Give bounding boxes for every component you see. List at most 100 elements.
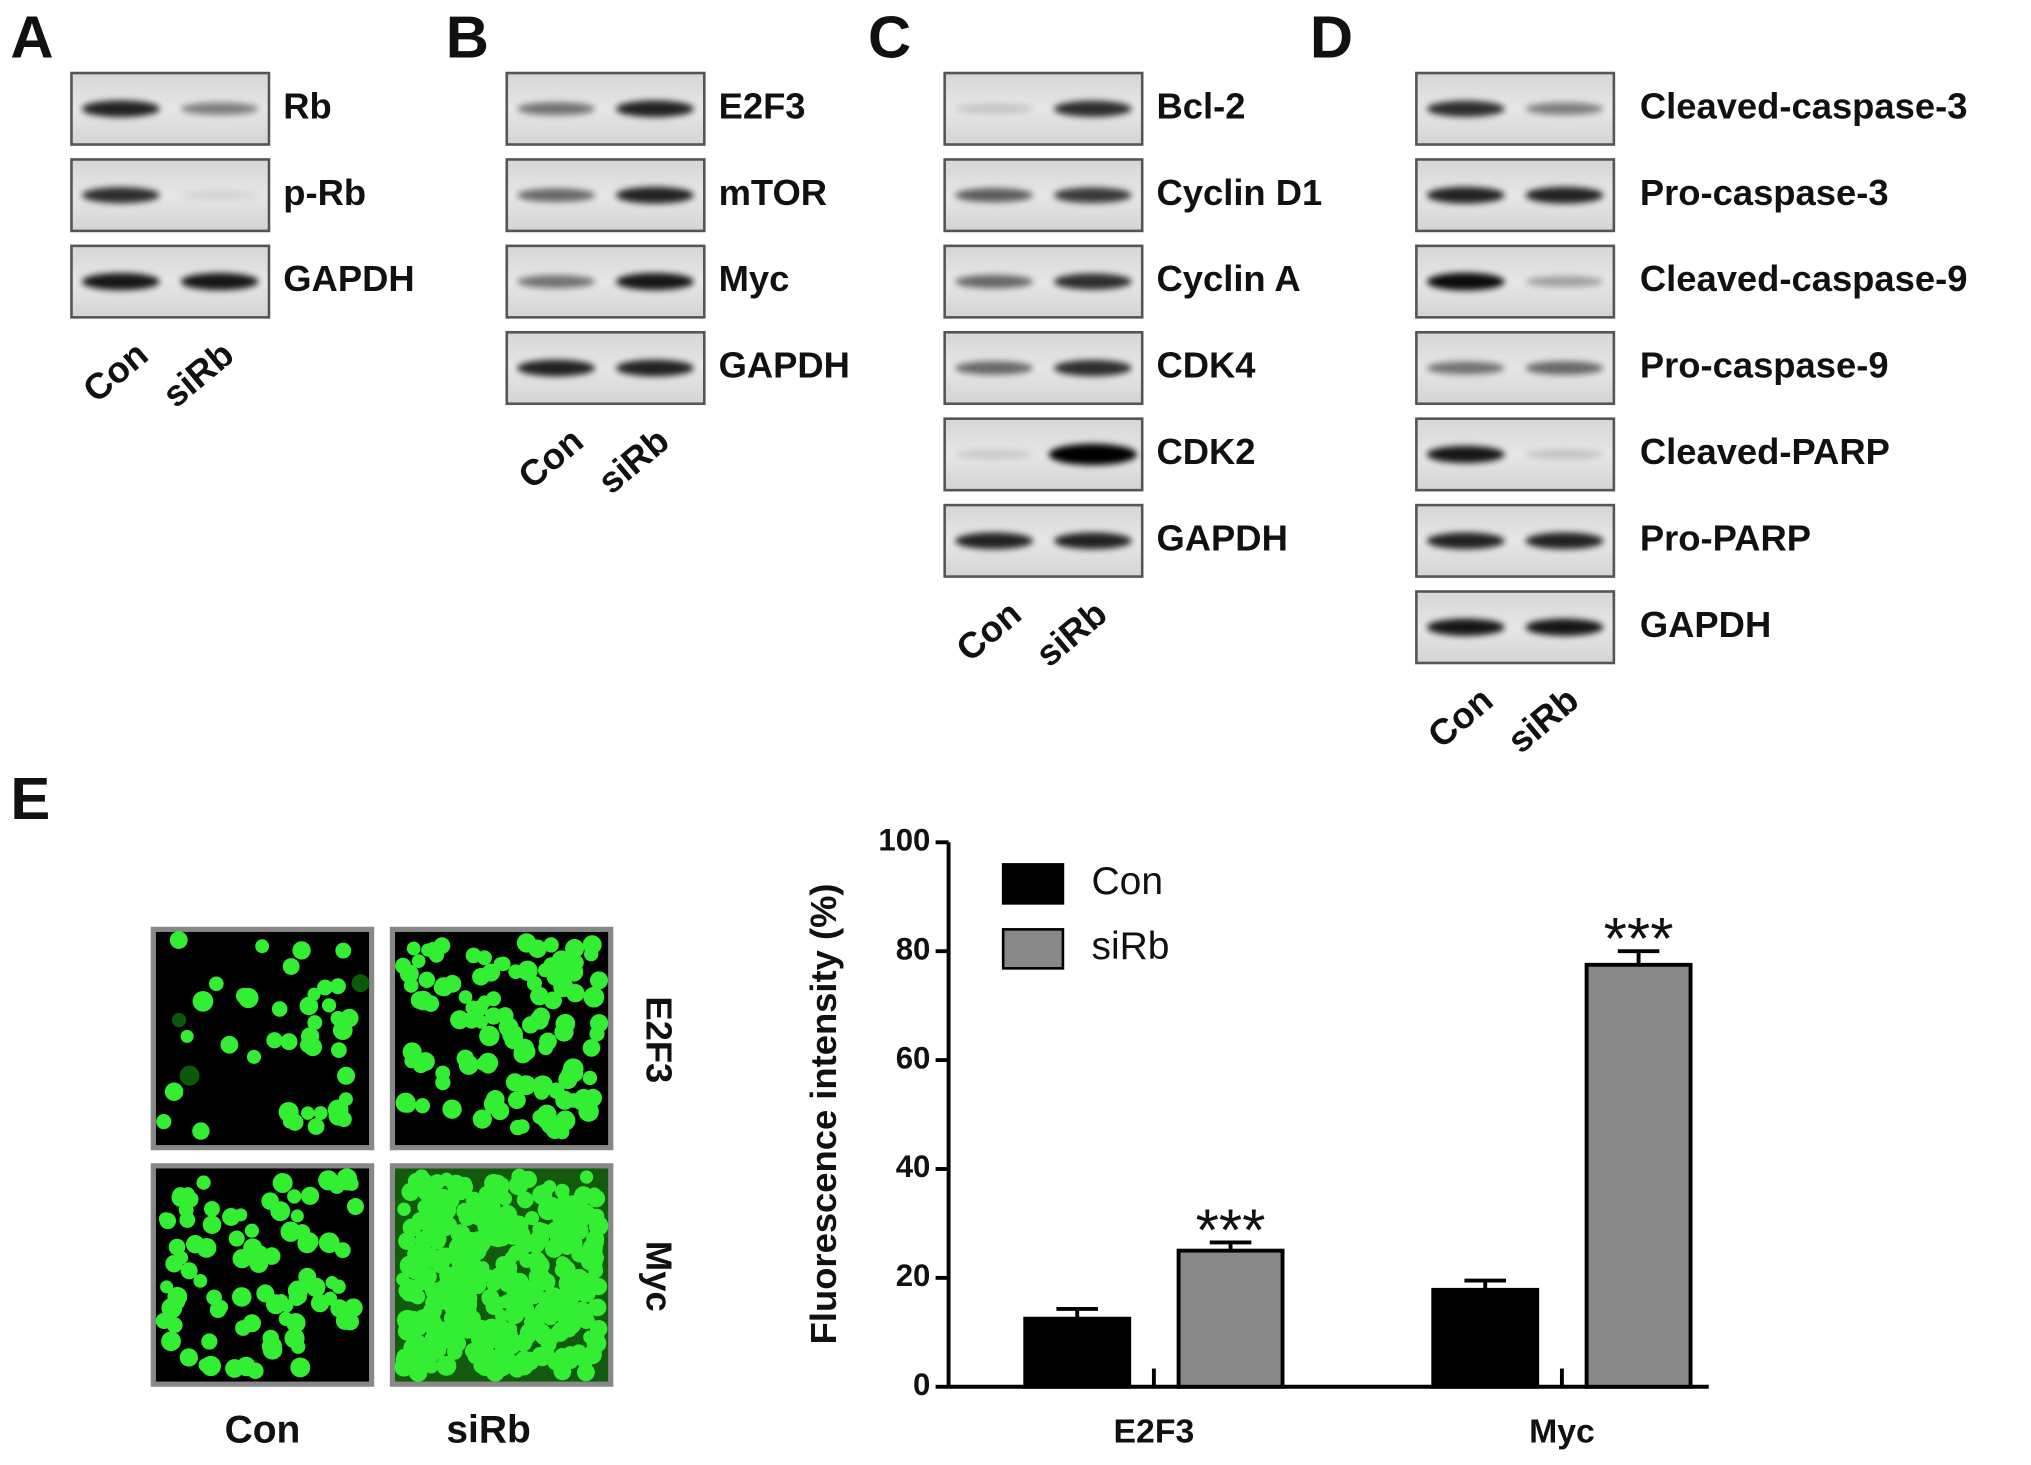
cell [261,1336,282,1357]
cell [540,1347,555,1361]
cell [544,1239,564,1258]
cell [244,1223,259,1238]
cell [514,1278,533,1297]
cell [255,939,270,954]
cell [402,1218,422,1237]
row-label: Pro-caspase-3 [1640,172,1889,213]
cell [506,1307,521,1322]
cell [164,1082,184,1101]
cell [523,1312,544,1333]
cell [299,996,319,1016]
cell [566,1234,581,1249]
cell [545,1197,560,1211]
cell [577,1312,595,1330]
cell [172,1187,189,1204]
bar [1023,1316,1132,1389]
cell [508,1175,529,1196]
cell [408,1363,428,1382]
cell [406,1310,423,1327]
blot-band [615,100,694,118]
row-label: GAPDH [719,345,850,386]
blot-band [180,102,259,116]
cell [270,1201,291,1222]
image-row-label: E2F3 [639,996,680,1083]
cell [516,1075,537,1096]
cell [171,1013,187,1028]
cell [410,991,429,1010]
cell [589,1319,608,1338]
cell [546,966,566,987]
bar [1584,962,1693,1389]
cell [403,978,419,993]
panel-label: A [10,4,53,71]
cell [472,1109,492,1129]
cell [528,939,547,958]
row-label: GAPDH [1640,604,1771,645]
cell [551,1206,572,1227]
panel-label: D [1310,4,1353,71]
cell [471,1000,488,1017]
cell [209,976,224,992]
cell [507,1336,523,1351]
cell [454,1177,474,1197]
cell [202,1215,222,1235]
cell [180,1029,194,1043]
cell [300,1027,320,1046]
y-tick-label: 60 [896,1040,931,1075]
cell [544,991,562,1010]
blot-band [517,275,596,289]
cell [290,1357,311,1378]
blot-band [1426,618,1505,636]
cell [433,979,451,996]
cell [236,1356,256,1377]
cell [476,1203,491,1218]
cell [577,1209,593,1226]
cell [470,1343,490,1363]
blot-band [1525,102,1604,116]
cell [300,1232,319,1251]
cell [287,1189,302,1204]
cell [458,1055,479,1075]
cell [554,1183,570,1199]
cell [290,1209,304,1223]
cell [327,1099,349,1121]
cell [543,937,559,953]
cell [429,1174,446,1191]
cell [231,1287,252,1307]
cell [266,1032,283,1049]
row-label: GAPDH [1156,517,1287,558]
bar [1176,1248,1285,1389]
cell [167,1286,188,1307]
cell [165,1255,183,1273]
cell [192,1122,210,1140]
cell [476,1057,490,1071]
cell [196,1175,211,1190]
cell [429,1233,446,1250]
cell [331,1042,347,1058]
cell [454,1235,472,1254]
cell [344,1176,359,1191]
cell [220,1035,239,1054]
cell [450,1010,470,1030]
cell [541,1116,559,1134]
cell [465,947,482,964]
blot-band [955,532,1034,550]
cell [590,971,609,990]
cell [284,1328,305,1349]
row-label: Cyclin D1 [1156,172,1322,213]
cell [589,1026,605,1042]
cell [159,1212,177,1230]
y-tick-label: 0 [913,1367,930,1402]
cell [524,1211,540,1226]
blot-band [1053,273,1132,290]
legend-label: siRb [1092,925,1170,968]
lane-label: siRb [1028,592,1115,674]
row-label: Bcl-2 [1156,85,1245,126]
cell [579,1170,594,1184]
cell [536,1327,552,1343]
cell [554,1022,574,1042]
row-label: Cyclin A [1156,258,1300,299]
cell [418,971,436,989]
cell [470,1277,487,1294]
cell [590,1277,608,1296]
